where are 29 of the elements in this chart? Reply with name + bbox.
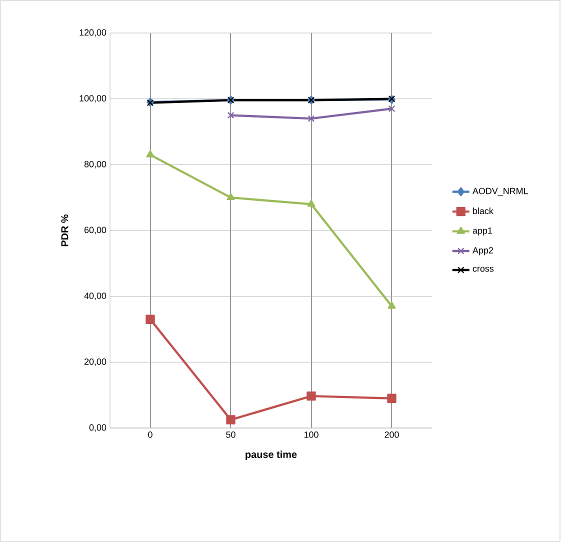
y-tick-label: 40,00 [84,292,106,300]
legend-label: app1 [472,228,492,236]
y-tick-label: 0,00 [89,424,106,432]
y-tick-label: 100,00 [80,95,106,103]
point [146,314,155,324]
point [146,150,154,158]
point [388,302,396,309]
y-tick-label: 20,00 [84,358,106,366]
legend-label: cross [472,266,494,272]
x-tick-label: 200 [384,432,399,438]
point [308,115,315,122]
point [306,391,316,401]
point [388,105,396,112]
legend-label: AODV_NRML [472,188,528,196]
point [226,415,236,424]
point [227,112,234,119]
y-tick-label: 60,00 [84,226,106,234]
legend-label: black [473,208,494,214]
x-tick-label: 100 [304,432,318,438]
legend-label: App2 [472,247,493,256]
y-tick-label: 120,00 [80,29,106,37]
y-tick-label: 80,00 [84,160,106,168]
point [226,192,235,200]
x-tick-label: 0 [148,432,152,438]
point [387,394,396,403]
point [307,200,316,207]
x-tick-label: 50 [226,432,236,438]
y-axis-title: PDR % [61,214,68,246]
x-axis-title: pause time [246,450,297,460]
